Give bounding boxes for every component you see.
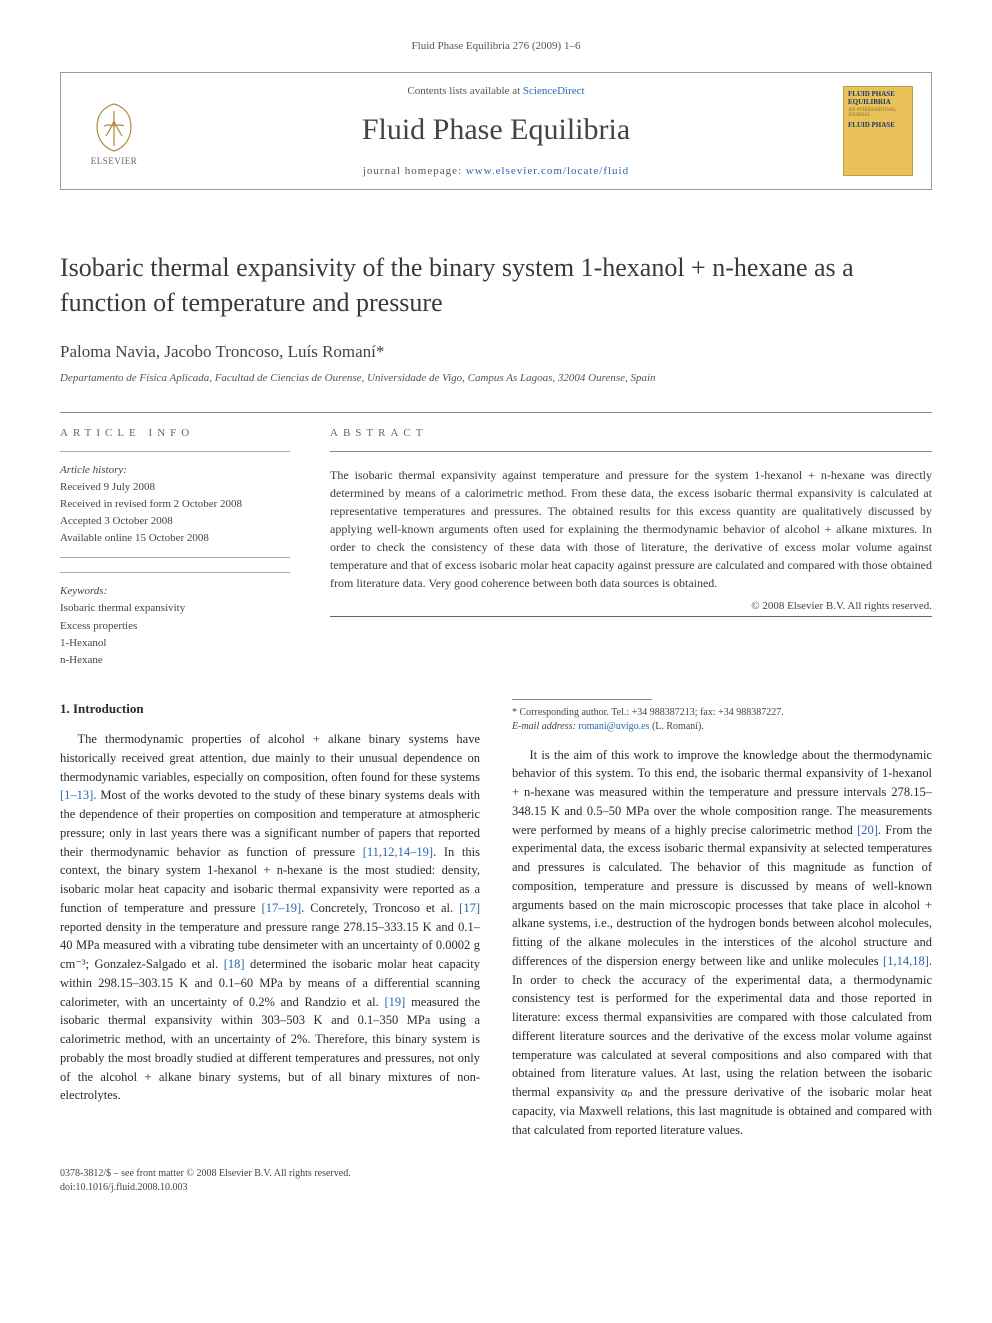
keyword: Isobaric thermal expansivity — [60, 600, 290, 617]
article-title: Isobaric thermal expansivity of the bina… — [60, 250, 932, 320]
history-online: Available online 15 October 2008 — [60, 530, 290, 547]
footnote-email-suffix: (L. Romaní). — [649, 721, 703, 732]
abstract-text: The isobaric thermal expansivity against… — [330, 466, 932, 592]
keyword: 1-Hexanol — [60, 635, 290, 652]
history-label: Article history: — [60, 462, 290, 479]
ref-link[interactable]: [1–13] — [60, 788, 93, 802]
cover-sub: AN INTERNATIONAL JOURNAL — [848, 108, 908, 118]
footnote-corr: * Corresponding author. Tel.: +34 988387… — [512, 706, 932, 720]
footnote-rule — [512, 699, 652, 700]
ref-link[interactable]: [17] — [459, 901, 480, 915]
email-link[interactable]: romani@uvigo.es — [578, 721, 649, 732]
page-footer: 0378-3812/$ – see front matter © 2008 El… — [60, 1167, 932, 1195]
history-revised: Received in revised form 2 October 2008 — [60, 496, 290, 513]
journal-name: Fluid Phase Equilibria — [169, 113, 823, 147]
journal-cover-thumb: FLUID PHASE EQUILIBRIA AN INTERNATIONAL … — [843, 86, 913, 176]
divider — [330, 616, 932, 617]
ref-link[interactable]: [11,12,14–19] — [363, 845, 433, 859]
cover-repeat: FLUID PHASE — [848, 122, 908, 130]
divider — [330, 451, 932, 452]
ref-link[interactable]: [1,14,18] — [883, 954, 929, 968]
homepage-line: journal homepage: www.elsevier.com/locat… — [169, 165, 823, 177]
article-history: Article history: Received 9 July 2008 Re… — [60, 451, 290, 558]
cover-title: FLUID PHASE EQUILIBRIA — [848, 91, 908, 106]
body-para: It is the aim of this work to improve th… — [512, 746, 932, 1140]
homepage-link[interactable]: www.elsevier.com/locate/fluid — [466, 165, 629, 177]
abstract-head: ABSTRACT — [330, 427, 932, 439]
publisher-name: ELSEVIER — [91, 156, 138, 166]
body-para: The thermodynamic properties of alcohol … — [60, 730, 480, 1105]
history-received: Received 9 July 2008 — [60, 479, 290, 496]
homepage-prefix: journal homepage: — [363, 165, 466, 177]
contents-line: Contents lists available at ScienceDirec… — [169, 85, 823, 97]
elsevier-logo: ELSEVIER — [79, 91, 149, 171]
ref-link[interactable]: [19] — [385, 995, 406, 1009]
divider — [60, 412, 932, 413]
ref-link[interactable]: [20] — [857, 823, 878, 837]
ref-link[interactable]: [17–19] — [262, 901, 302, 915]
section-head: 1. Introduction — [60, 699, 480, 719]
keyword: Excess properties — [60, 618, 290, 635]
affiliation: Departamento de Física Aplicada, Faculta… — [60, 372, 932, 384]
history-accepted: Accepted 3 October 2008 — [60, 513, 290, 530]
footer-doi: doi:10.1016/j.fluid.2008.10.003 — [60, 1181, 932, 1195]
corresponding-footnote: * Corresponding author. Tel.: +34 988387… — [512, 706, 932, 734]
abstract-copyright: © 2008 Elsevier B.V. All rights reserved… — [330, 600, 932, 612]
running-head: Fluid Phase Equilibria 276 (2009) 1–6 — [60, 40, 932, 52]
footer-copyright: 0378-3812/$ – see front matter © 2008 El… — [60, 1167, 932, 1181]
sciencedirect-link[interactable]: ScienceDirect — [523, 85, 585, 97]
journal-masthead: ELSEVIER Contents lists available at Sci… — [60, 72, 932, 190]
ref-link[interactable]: [18] — [224, 957, 245, 971]
contents-prefix: Contents lists available at — [407, 85, 522, 97]
authors: Paloma Navia, Jacobo Troncoso, Luís Roma… — [60, 342, 932, 362]
keywords-label: Keywords: — [60, 583, 290, 600]
footnote-email-label: E-mail address: — [512, 721, 578, 732]
body-columns: 1. Introduction The thermodynamic proper… — [60, 699, 932, 1140]
article-info-head: ARTICLE INFO — [60, 427, 290, 439]
keyword: n-Hexane — [60, 652, 290, 669]
keywords-block: Keywords: Isobaric thermal expansivity E… — [60, 572, 290, 668]
